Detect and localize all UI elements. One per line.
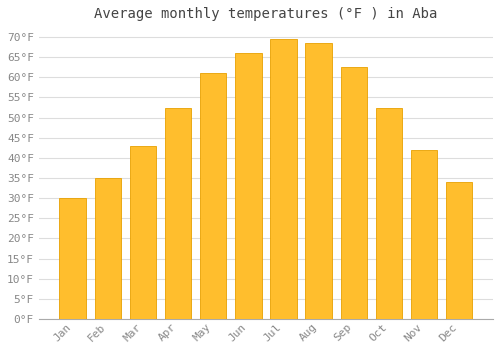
Bar [200, 74, 226, 319]
Title: Average monthly temperatures (°F ) in Aba: Average monthly temperatures (°F ) in Ab… [94, 7, 438, 21]
Bar [270, 39, 296, 319]
Bar [306, 43, 332, 319]
Bar [60, 198, 86, 319]
Bar [235, 53, 262, 319]
Bar [446, 182, 472, 319]
Bar [130, 146, 156, 319]
Bar [376, 107, 402, 319]
Bar [411, 150, 438, 319]
Bar [165, 107, 191, 319]
Bar [340, 67, 367, 319]
Bar [94, 178, 121, 319]
